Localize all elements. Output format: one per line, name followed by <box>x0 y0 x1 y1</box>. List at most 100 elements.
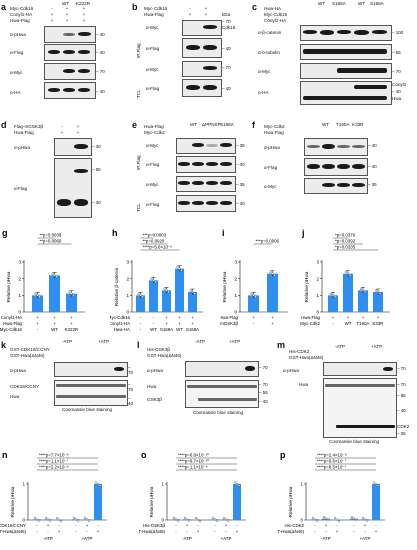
blot-image <box>300 25 392 41</box>
x-cond: - <box>332 321 334 326</box>
data-point <box>85 518 89 521</box>
axis-label: Relative pHwa <box>222 271 228 302</box>
x-cond: + <box>70 321 73 326</box>
data-point <box>38 295 41 298</box>
chart-g: g Relative pHwa 0 1 2 3 **p=0.0039**p=0.0060 Co… <box>0 228 85 332</box>
x-cond: + <box>165 321 168 326</box>
x-cond: K33R <box>373 321 384 326</box>
kda-marker: 40 <box>397 408 406 413</box>
band-tag: Hwa <box>392 96 402 101</box>
blot-band <box>203 85 217 90</box>
row-label: GST-Hwa(ΔN46) <box>10 353 45 358</box>
data-point <box>344 271 348 274</box>
cond-mark: + <box>204 6 208 11</box>
blot-label: α-Flag <box>14 186 28 191</box>
blot-label: α-Flag <box>146 86 160 91</box>
x-cond: - <box>36 523 38 528</box>
stat-label: **p=0.0039 <box>40 233 62 238</box>
gel-image <box>54 380 128 406</box>
data-point <box>72 516 76 519</box>
data-point <box>44 516 48 519</box>
kda-marker: 40 <box>222 86 231 91</box>
data-point <box>185 518 189 521</box>
panel-label: c <box>252 2 258 12</box>
blot-band <box>178 201 190 205</box>
data-point <box>154 280 157 283</box>
cond-mark: - <box>189 6 191 11</box>
blot-band <box>63 88 75 92</box>
data-point <box>361 516 365 519</box>
x-cond: + <box>325 523 328 528</box>
band-tag: GSK3β <box>147 397 162 402</box>
group-label: +ATP <box>221 536 232 541</box>
kda-marker: 40 <box>92 200 101 205</box>
blot-band <box>220 162 232 166</box>
x-cond: + <box>53 315 56 320</box>
blot-image <box>185 361 259 377</box>
x-cond: - <box>214 529 216 534</box>
data-point <box>193 292 196 295</box>
data-point <box>198 520 202 523</box>
gel-band <box>336 425 395 428</box>
cond-mark: + <box>204 12 208 17</box>
x-cond: - <box>314 523 316 528</box>
kda-marker: 35 <box>236 143 245 148</box>
x-cond: + <box>332 315 335 320</box>
chart-o: o Relative pHwa 0 1 ****p=6.8×10⁻¹⁰****p=9.7… <box>139 450 246 541</box>
x-cond: - <box>140 327 142 332</box>
blot-image <box>44 63 96 80</box>
x-row-label: Myc-Cdk16 <box>110 315 131 320</box>
blot-band <box>383 367 393 371</box>
stat-label: **p=0.0060 <box>40 239 62 244</box>
data-point <box>365 519 369 522</box>
data-point <box>252 294 255 297</box>
bar <box>328 295 338 312</box>
row-label: Hwa-Flag <box>10 18 30 23</box>
x-cond: + <box>364 523 367 528</box>
panel-label: b <box>132 2 138 12</box>
data-point <box>350 515 354 519</box>
tick-label: 1 <box>161 482 164 487</box>
col-label: S168A <box>220 122 234 127</box>
tick-label: 2 <box>234 276 237 281</box>
blot-band <box>203 25 217 29</box>
blot-image <box>182 38 222 58</box>
panel-label: f <box>252 120 255 130</box>
blot-label: α-Myc <box>146 67 159 72</box>
cond-mark: + <box>188 12 192 17</box>
blot-band <box>63 33 75 36</box>
bar <box>267 273 278 312</box>
cond-mark: + <box>82 18 86 23</box>
blot-label: α-HA <box>10 90 21 95</box>
x-cond: + <box>36 321 39 326</box>
kda-marker: 70 <box>222 19 231 24</box>
data-point <box>215 519 219 522</box>
kda-marker: 70 <box>397 382 406 387</box>
panel-label: j <box>301 228 305 238</box>
data-point <box>311 516 315 519</box>
kda-marker: 70 <box>128 365 135 375</box>
x-cond: - <box>140 321 142 326</box>
x-cond: + <box>252 315 255 320</box>
data-point <box>324 517 328 520</box>
x-cond: - <box>140 315 142 320</box>
bar <box>343 273 353 312</box>
col-label: T160A <box>336 122 350 127</box>
data-point <box>224 518 228 521</box>
cond-mark: + <box>65 6 69 11</box>
data-point <box>55 517 59 520</box>
group-label: +ATP <box>371 344 383 349</box>
chart-p: p Relative pHwa 0 1 ****p=2.4×10⁻⁸****p=6.6×… <box>278 450 385 541</box>
panel-label: d <box>1 120 7 130</box>
blot-label: α-β-catenin <box>258 30 282 35</box>
blot-band <box>63 50 75 54</box>
data-point <box>183 516 187 519</box>
gel-band <box>325 384 395 387</box>
data-point <box>222 516 226 519</box>
blot-band <box>372 30 387 34</box>
x-cond: - <box>214 523 216 528</box>
x-cond: + <box>225 523 228 528</box>
data-point <box>176 266 179 269</box>
data-point <box>176 519 180 522</box>
col-label: WT <box>62 1 70 6</box>
